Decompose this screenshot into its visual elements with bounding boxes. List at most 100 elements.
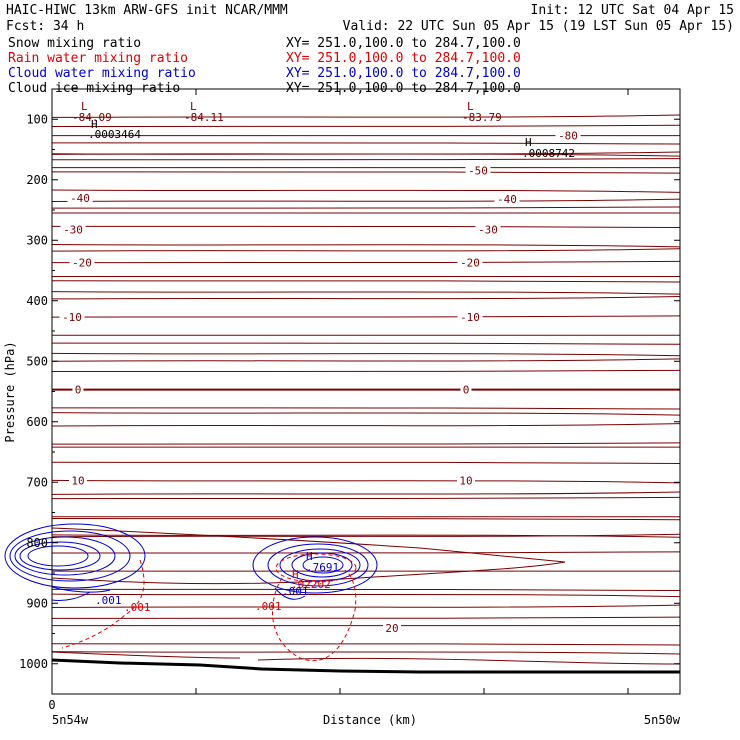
isotherm-label: 0: [463, 384, 470, 397]
isotherm-line: [51, 315, 681, 318]
isotherm-line: [51, 171, 681, 174]
isotherm-label: -40: [70, 192, 90, 205]
cloud-water-label: .001: [95, 594, 122, 607]
isotherm-label: -30: [478, 223, 498, 236]
isotherm-line: [51, 206, 681, 209]
isotherm-line: [51, 225, 681, 229]
isotherm-labels: -80 -50 -40 -40 -30 -30 -20 -20 -10 -10 0 0 10 10 20: [59, 128, 581, 635]
y-tick-label: 800: [26, 536, 48, 550]
isotherm-line: [51, 533, 681, 538]
cloud-water-contour: [291, 552, 353, 578]
cloud-water-contour: [279, 548, 361, 582]
high-marker: H: [91, 118, 98, 131]
isotherm-label-bg: [457, 310, 483, 324]
isotherm-line: [51, 593, 681, 598]
cloud-water-contour: [4, 523, 146, 589]
isotherm-label: -20: [460, 257, 480, 270]
isotherm-label-bg: [475, 222, 501, 236]
rain-contour: [272, 569, 357, 662]
y-tick-label: 1000: [19, 657, 48, 671]
cloud-water-label: .001: [282, 585, 309, 598]
x-endpoint-left: 5n54w: [52, 713, 89, 727]
cloud-water-contour: [267, 543, 369, 587]
header: HAIC-HIWC 13km ARW-GFS init NCAR/MMM Ini…: [6, 3, 734, 96]
field-xy-rain: XY= 251.0,100.0 to 284.7,100.0: [286, 51, 521, 66]
high-value: .0003464: [88, 128, 141, 141]
isotherm-lines: [51, 114, 681, 655]
rain-label: .001: [124, 601, 151, 614]
cloud-water-contour: [27, 545, 89, 567]
isotherm-line: [51, 198, 681, 203]
isotherm-line: [51, 604, 681, 608]
isotherm-line: [51, 651, 681, 655]
isotherm-line: [51, 496, 681, 500]
isotherm-line: [51, 151, 681, 155]
x-tick-label: 0: [48, 698, 55, 712]
terrain: [51, 651, 681, 674]
y-tick-label: 900: [26, 596, 48, 610]
isotherm-label-bg: [383, 621, 401, 635]
rain-contour: [61, 559, 145, 649]
field-name-cloud-water: Cloud water mixing ratio: [8, 66, 196, 81]
y-tick-label: 700: [26, 475, 48, 489]
isotherm-line: [51, 643, 681, 646]
isotherm-line: [51, 461, 681, 464]
cloud-water-contour: [51, 591, 91, 601]
cloud-water-contour: [19, 541, 101, 571]
header-forecast: Fcst: 34 h: [6, 19, 84, 34]
low-marker: L: [81, 100, 88, 113]
isotherm-label-bg: [69, 473, 87, 487]
isotherm-line: [51, 280, 681, 283]
y-axis-label: Pressure (hPa): [3, 341, 17, 442]
isotherm-label: -80: [558, 130, 578, 143]
header-title: HAIC-HIWC 13km ARW-GFS init NCAR/MMM: [6, 3, 288, 18]
isotherm-label-bg: [60, 222, 86, 236]
extrema-labels: L -84.09 L -84.11 L -83.79 H .0003464 H …: [72, 100, 575, 614]
isotherm-line: [51, 479, 681, 484]
isotherm-label: 10: [459, 474, 472, 487]
isotherm-line: [51, 352, 681, 357]
y-tick-label: 400: [26, 294, 48, 308]
header-init: Init: 12 UTC Sat 04 Apr 15: [531, 3, 735, 18]
isotherm-label: 0: [75, 384, 82, 397]
field-name-rain: Rain water mixing ratio: [8, 51, 188, 66]
low-marker: L: [190, 100, 197, 113]
high-marker: H: [306, 550, 313, 563]
low-value: -84.11: [184, 111, 224, 124]
cloud-water-contour: [302, 556, 344, 574]
isotherm-line: [51, 588, 681, 592]
rain-contour: [275, 553, 357, 583]
isotherm-label-bg: [69, 255, 95, 269]
isotherm-line: [51, 291, 681, 295]
isotherm-line: [51, 616, 681, 619]
isotherm-line: [51, 243, 681, 248]
cloud-water-contour: [51, 586, 111, 593]
isotherm-line: [51, 423, 681, 427]
y-tick-label: 300: [26, 233, 48, 247]
isotherm-line: [51, 551, 681, 554]
isotherm-label-bg: [72, 382, 84, 396]
x-endpoint-right: 5n50w: [644, 713, 681, 727]
y-tick-label: 100: [26, 112, 48, 126]
isotherm-label: -10: [460, 311, 480, 324]
isotherm-label: -10: [62, 311, 82, 324]
high-value: .02202: [291, 578, 331, 591]
cloud-water-contours: [4, 523, 378, 601]
low-value: -84.09: [72, 111, 112, 124]
high-marker: H: [292, 568, 299, 581]
isotherm-line: [51, 491, 681, 495]
low-marker: L: [467, 100, 474, 113]
surface-line: [51, 658, 680, 674]
x-axis-label: Distance (km): [323, 713, 417, 727]
isotherm-line: [51, 358, 681, 362]
isotherm-label-bg: [465, 163, 491, 177]
field-name-snow: Snow mixing ratio: [8, 36, 141, 51]
inversion-tongue: [51, 527, 566, 585]
isotherm-line: [51, 518, 681, 521]
isotherm-label-bg: [460, 382, 472, 396]
isotherm-label: -30: [63, 223, 83, 236]
rain-label: .001: [255, 600, 282, 613]
isotherm-label-bg: [67, 190, 93, 204]
isotherm-label: 10: [71, 474, 84, 487]
